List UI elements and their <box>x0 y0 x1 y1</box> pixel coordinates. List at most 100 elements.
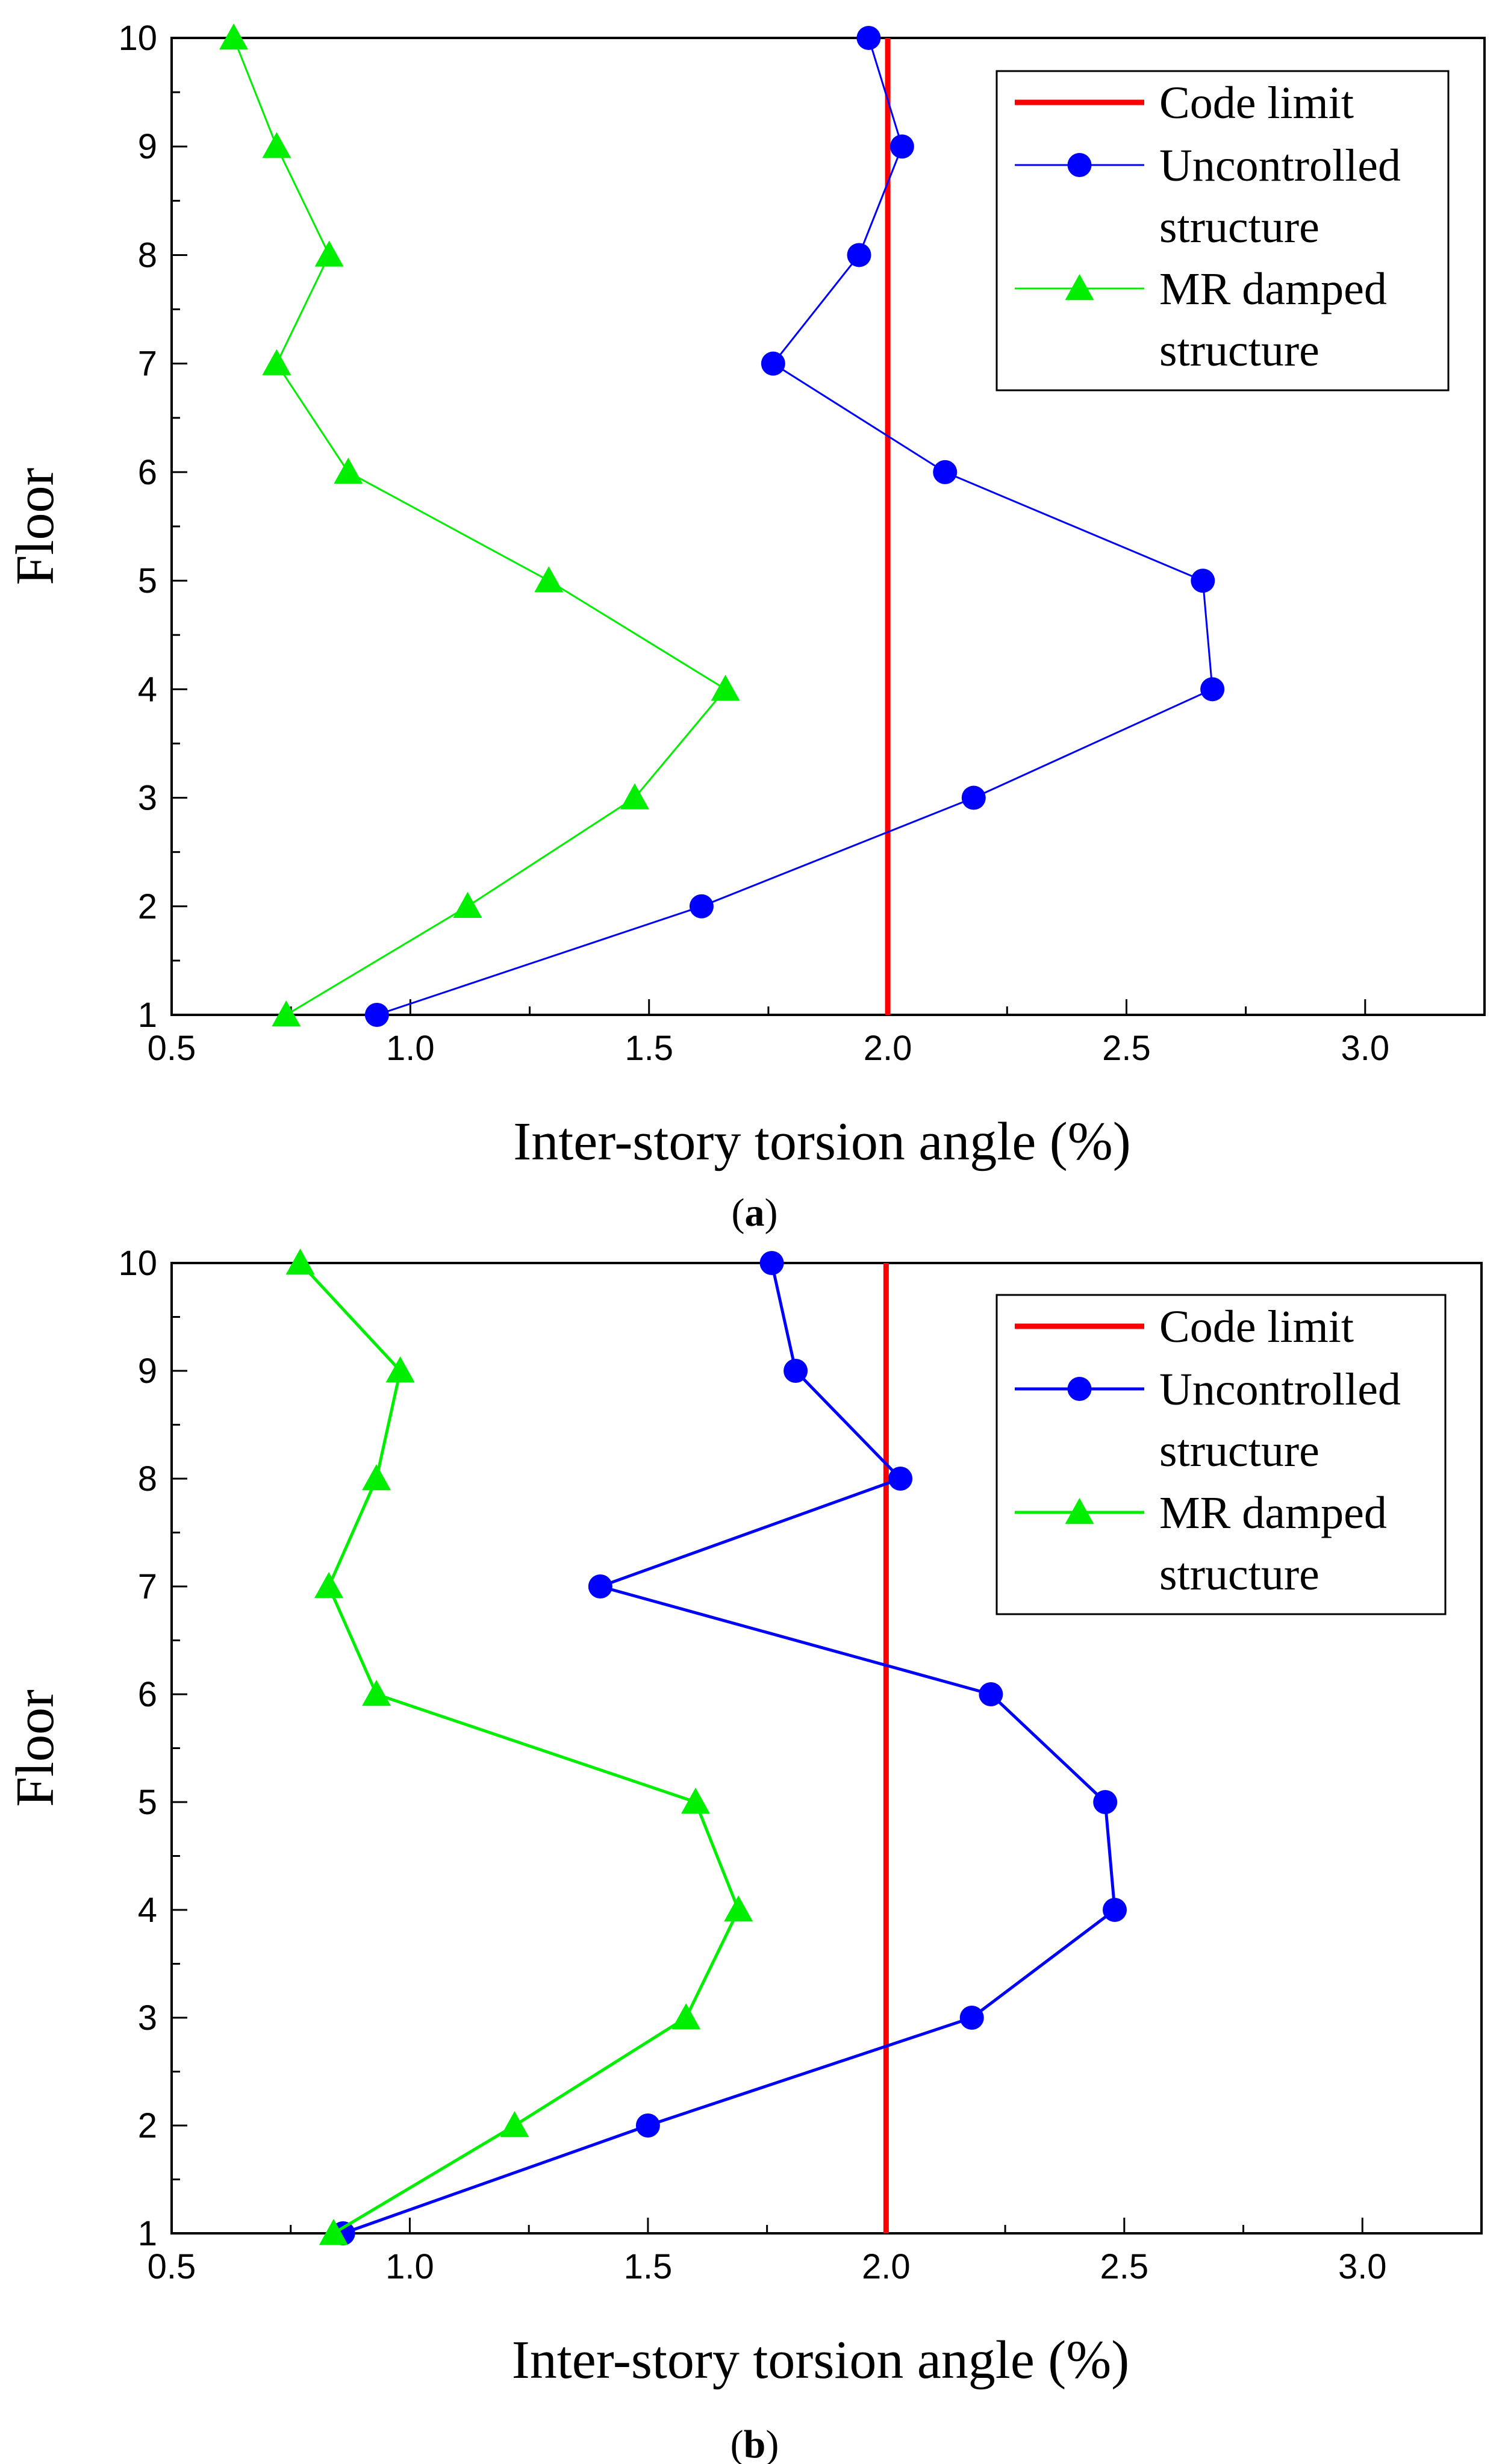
legend-label: structure <box>1159 325 1319 376</box>
mr-damped-point <box>453 891 482 918</box>
x-axis-title: Inter-story torsion angle (%) <box>512 2330 1129 2390</box>
panel-caption: (a) <box>732 1191 778 1235</box>
x-tick-label: 2.5 <box>1100 2247 1148 2286</box>
legend-uncontrolled-marker <box>1067 1377 1092 1401</box>
y-tick-label: 3 <box>138 1998 157 2038</box>
caption-letter: a <box>745 1191 765 1235</box>
y-tick-label: 8 <box>138 1459 157 1499</box>
legend-label: structure <box>1159 202 1319 252</box>
uncontrolled-series-line <box>342 1262 1117 2235</box>
y-tick-label: 4 <box>138 670 157 709</box>
mr-damped-point <box>314 240 344 267</box>
mr-damped-point <box>362 1680 391 1706</box>
y-tick-label: 9 <box>138 1352 157 1391</box>
uncontrolled-point <box>784 1359 808 1383</box>
legend-uncontrolled-marker <box>1067 153 1092 177</box>
uncontrolled-point <box>847 243 871 267</box>
chart-panel-a: 0.5 1.0 1.5 2.0 2.5 3.0 1 2 3 4 5 6 7 8 9 10 Inter-story… <box>5 19 1486 1235</box>
mr-damped-point <box>671 2003 701 2030</box>
uncontrolled-point <box>364 1003 389 1027</box>
mr-damped-point <box>724 1895 753 1922</box>
y-tick-label: 4 <box>138 1891 157 1930</box>
x-tick-label: 0.5 <box>148 2247 196 2286</box>
caption-close: ) <box>765 1191 778 1235</box>
mr-damped-point <box>314 1572 343 1598</box>
legend-label: Code limit <box>1159 1302 1354 1352</box>
y-axis-title: Floor <box>5 1689 65 1807</box>
legend-label: structure <box>1159 1426 1319 1476</box>
mr-damped-point <box>620 783 649 809</box>
legend-mr-damped-marker <box>1065 274 1094 301</box>
mr-damped-point <box>285 1249 315 1275</box>
y-tick-label: 1 <box>138 996 157 1035</box>
y-tick-label: 7 <box>138 1567 157 1606</box>
uncontrolled-point <box>1191 569 1215 593</box>
y-tick-label: 9 <box>138 127 157 166</box>
panel-caption: (b) <box>731 2422 779 2464</box>
x-tick-label: 2.5 <box>1102 1029 1151 1068</box>
y-tick-label: 10 <box>118 19 157 58</box>
x-tick-label: 1.5 <box>625 1029 673 1068</box>
mr-damped-point <box>272 1000 301 1027</box>
mr-damped-point <box>262 132 291 158</box>
legend-box <box>995 70 1450 391</box>
uncontrolled-point <box>1093 1790 1118 1814</box>
uncontrolled-point <box>933 460 958 484</box>
mr-damped-point <box>262 349 291 375</box>
caption-letter: b <box>744 2422 766 2464</box>
x-tick-label: 1.0 <box>385 2247 434 2286</box>
y-tick-label: 2 <box>138 887 157 926</box>
uncontrolled-point <box>888 1467 913 1491</box>
chart-panel-b: 0.5 1.0 1.5 2.0 2.5 3.0 1 2 3 4 5 6 7 8 9 10 Inter-story… <box>5 1244 1483 2464</box>
x-tick-label: 3.0 <box>1341 1029 1389 1068</box>
y-tick-label: 6 <box>138 453 157 492</box>
legend-label: Code limit <box>1159 78 1354 128</box>
uncontrolled-point <box>1103 1898 1127 1922</box>
y-tick-label: 1 <box>138 2214 157 2253</box>
x-tick-label: 1.0 <box>386 1029 435 1068</box>
uncontrolled-point <box>761 351 785 376</box>
mr-damped-point <box>681 1788 710 1814</box>
uncontrolled-point <box>961 785 986 810</box>
x-tick-label: 2.0 <box>864 1029 912 1068</box>
legend-label: Uncontrolled <box>1159 140 1401 191</box>
uncontrolled-point <box>1200 677 1225 702</box>
caption-open: ( <box>732 1191 745 1235</box>
y-tick-label: 3 <box>138 779 157 818</box>
y-tick-label: 8 <box>138 235 157 275</box>
mr-damped-point <box>534 566 564 593</box>
caption-close: ) <box>765 2422 779 2464</box>
legend-label: MR damped <box>1159 264 1387 314</box>
x-tick-label: 3.0 <box>1338 2247 1387 2286</box>
mr-damped-point <box>334 457 363 484</box>
y-tick-label: 2 <box>138 2106 157 2145</box>
y-tick-label: 10 <box>118 1244 157 1283</box>
uncontrolled-series-line <box>376 37 1213 1016</box>
mr-damped-series-line <box>232 37 727 1016</box>
mr-damped-point <box>319 2219 348 2245</box>
uncontrolled-point <box>959 2006 984 2030</box>
caption-open: ( <box>731 2422 744 2464</box>
x-tick-label: 1.5 <box>624 2247 673 2286</box>
mr-damped-series-line <box>299 1262 740 2235</box>
legend-box <box>995 1294 1447 1615</box>
y-tick-label: 5 <box>138 561 157 600</box>
y-tick-label: 6 <box>138 1675 157 1714</box>
mr-damped-point <box>219 23 249 50</box>
legend-label: Uncontrolled <box>1159 1364 1401 1415</box>
mr-damped-point <box>711 675 740 701</box>
mr-damped-point <box>385 1356 415 1383</box>
x-axis-title: Inter-story torsion angle (%) <box>513 1112 1130 1171</box>
uncontrolled-point <box>889 134 914 159</box>
x-tick-label: 2.0 <box>862 2247 911 2286</box>
y-tick-label: 5 <box>138 1783 157 1822</box>
y-axis-title: Floor <box>5 467 65 585</box>
uncontrolled-point <box>759 1251 784 1275</box>
legend-label: MR damped <box>1159 1488 1387 1538</box>
mr-damped-point <box>500 2111 529 2138</box>
legend-label: structure <box>1159 1549 1319 1600</box>
x-tick-label: 0.5 <box>148 1029 196 1068</box>
uncontrolled-point <box>635 2113 660 2138</box>
uncontrolled-point <box>979 1682 1003 1706</box>
